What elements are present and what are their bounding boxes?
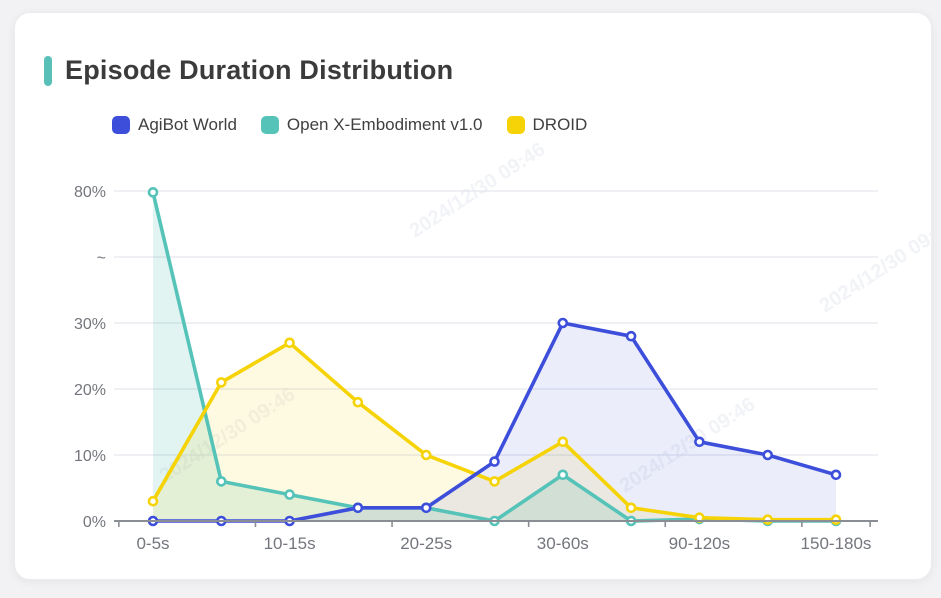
y-axis-label: 10% (74, 448, 106, 465)
x-axis-label: 30-60s (537, 534, 589, 553)
data-point (420, 449, 432, 461)
legend-label: AgiBot World (138, 115, 237, 134)
area-fill-0 (153, 323, 836, 521)
y-axis-label: 80% (74, 184, 106, 201)
chart-legend: AgiBot World Open X-Embodiment v1.0 DROID (112, 115, 587, 135)
y-axis-label: ~ (97, 250, 106, 267)
chart-title: Episode Duration Distribution (65, 55, 454, 85)
data-point (557, 317, 569, 329)
legend-label: Open X-Embodiment v1.0 (286, 115, 483, 134)
data-point (694, 436, 705, 448)
legend-item-agibot-world[interactable]: AgiBot World (112, 115, 237, 135)
data-point (557, 436, 569, 448)
x-axis-label: 150-180s (801, 534, 872, 553)
watermark-text: 2024/12/30 09:46 (816, 213, 931, 317)
data-point (625, 502, 637, 514)
data-point (489, 456, 500, 467)
data-point (420, 502, 432, 514)
legend-swatch-icon (260, 116, 279, 134)
data-point (216, 476, 227, 487)
data-point (284, 489, 295, 500)
data-point (216, 377, 227, 388)
y-axis-label: 0% (83, 514, 106, 531)
y-axis-label: 30% (74, 316, 106, 333)
data-point (830, 469, 842, 481)
data-point (284, 337, 295, 349)
data-point (352, 396, 364, 408)
watermark-text: 2024/12/30 09:46 (406, 138, 549, 242)
chart-card: Episode Duration Distribution AgiBot Wor… (14, 12, 932, 580)
x-axis-label: 0-5s (136, 534, 169, 553)
data-point (489, 476, 500, 487)
legend-item-droid[interactable]: DROID (506, 115, 588, 135)
data-point (352, 502, 364, 514)
area-fill-2 (153, 342, 836, 521)
data-point (557, 469, 569, 481)
x-axis-label: 20-25s (400, 534, 452, 553)
data-point (625, 330, 637, 342)
data-point (830, 514, 842, 525)
title-accent-bar (44, 55, 52, 86)
legend-swatch-icon (506, 116, 525, 134)
x-axis-label: 10-15s (264, 534, 316, 553)
data-point (147, 495, 159, 507)
legend-swatch-icon (112, 116, 130, 134)
data-point (147, 187, 159, 198)
legend-item-open-x-embodiment-v1-0[interactable]: Open X-Embodiment v1.0 (260, 115, 483, 135)
data-point (762, 514, 774, 525)
area-fill-1 (153, 192, 836, 521)
y-axis-label: 20% (74, 382, 106, 399)
chart-header: Episode Duration Distribution (44, 55, 453, 86)
legend-label: DROID (532, 115, 588, 134)
x-axis-label: 90-120s (669, 534, 730, 553)
data-point (762, 449, 774, 461)
